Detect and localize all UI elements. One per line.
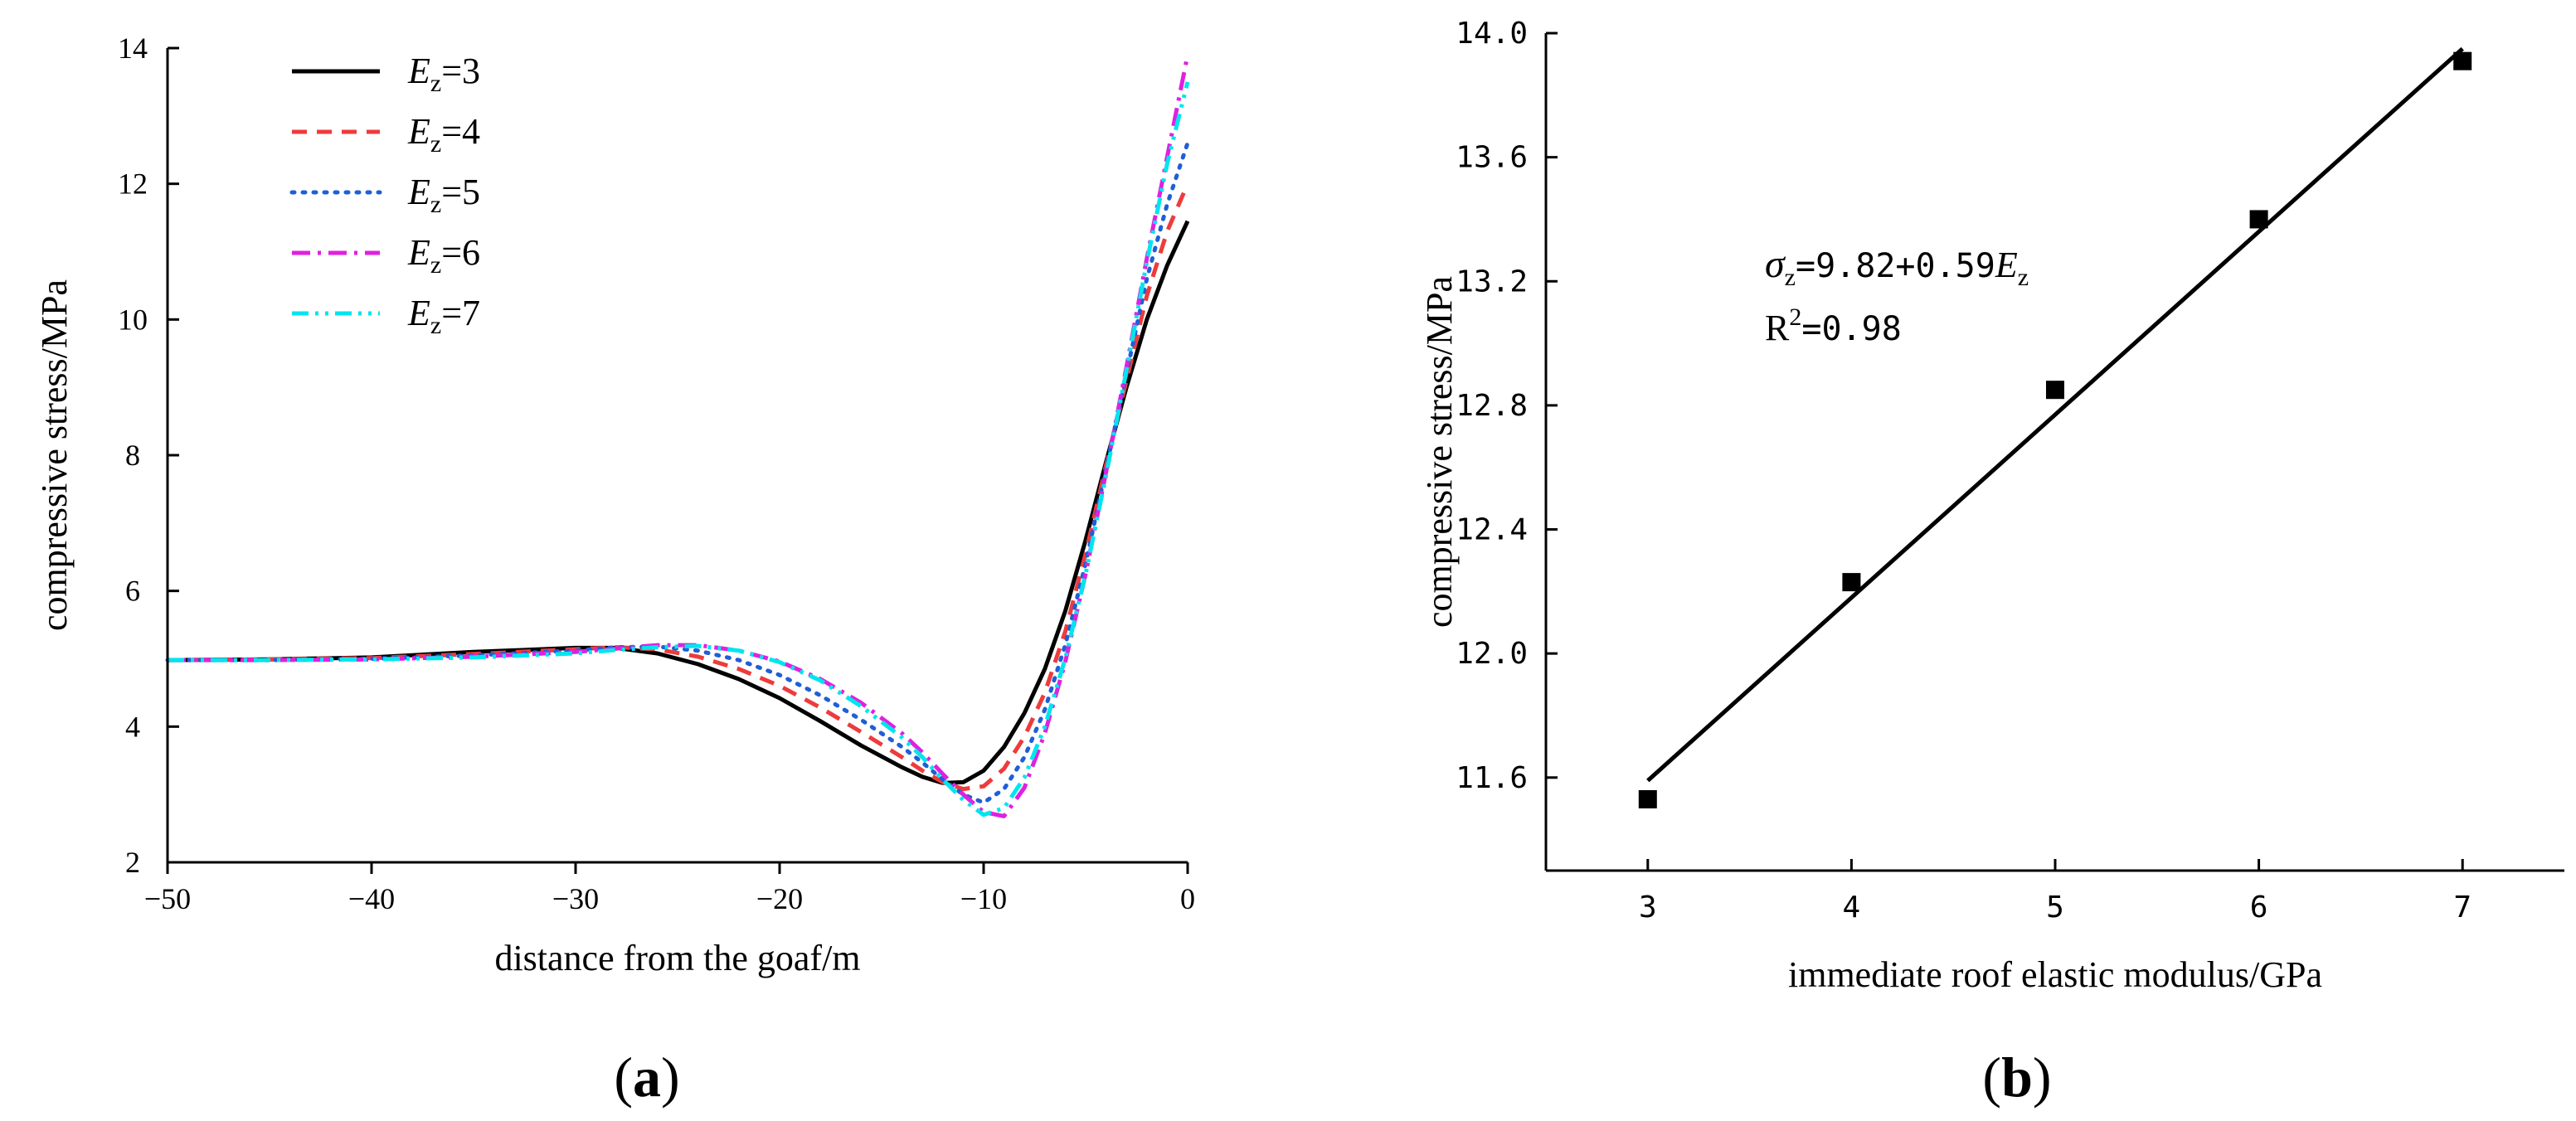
- chart-b-y-tick-label: 12.0: [1456, 637, 1528, 671]
- chart-a-y-tick-label: 10: [118, 303, 148, 336]
- chart-a-legend: Ez=3 Ez=4 Ez=5 Ez=6 Ez=7: [289, 51, 480, 339]
- chart-b-y-tick-label: 12.8: [1456, 389, 1528, 423]
- fit-line: [1646, 46, 2464, 783]
- fit-equation: σz=9.82+0.59Ez: [1765, 242, 2029, 291]
- panel-b-caption: (b): [1982, 1046, 2051, 1109]
- series-ez-7: [168, 81, 1190, 818]
- series-ez-4: [167, 182, 1190, 792]
- chart-a-y-tick-label: 14: [118, 32, 148, 65]
- chart-b-y-tick-label: 13.6: [1456, 141, 1528, 175]
- chart-b-data-layer: [1638, 46, 2472, 808]
- chart-b-y-tick-label: 13.2: [1456, 264, 1528, 298]
- chart-b-ticks: 3 4 5 6 7 11.6 12.0 12.4 12.8 13.2 13.6 14.0: [1456, 17, 2472, 924]
- legend-label-ez-7: Ez=7: [407, 293, 480, 339]
- chart-a-ticks: −50 −40 −30 −20 −10 0 2 4 6 8 10 12 14: [118, 32, 1195, 915]
- data-point: [2453, 51, 2472, 70]
- chart-a-y-tick-label: 4: [125, 710, 140, 743]
- chart-a-x-tick-label: −50: [144, 882, 191, 915]
- chart-a-x-tick-label: −40: [348, 882, 395, 915]
- chart-b: 3 4 5 6 7 11.6 12.0 12.4 12.8 13.2 13.6 14.0 immedi…: [1419, 17, 2564, 1109]
- series-ez-6: [168, 54, 1190, 818]
- chart-b-x-tick-label: 5: [2046, 890, 2064, 924]
- chart-a-x-tick-label: −30: [552, 882, 599, 915]
- chart-b-y-tick-label: 14.0: [1456, 17, 1528, 51]
- data-point: [1638, 789, 1657, 808]
- legend-label-ez-4: Ez=4: [407, 111, 480, 158]
- panel-a-caption: (a): [614, 1046, 679, 1109]
- data-point: [1842, 573, 1861, 592]
- series-ez-5: [165, 141, 1190, 805]
- data-point: [2249, 210, 2268, 229]
- chart-a-x-tick-label: −10: [960, 882, 1007, 915]
- chart-a-x-axis-label: distance from the goaf/m: [494, 938, 860, 978]
- chart-b-y-tick-label: 12.4: [1456, 513, 1528, 547]
- chart-b-x-tick-label: 6: [2250, 890, 2268, 924]
- legend-label-ez-3: Ez=3: [407, 51, 480, 97]
- chart-b-x-tick-label: 7: [2453, 890, 2472, 924]
- r-squared: R2=0.98: [1765, 303, 1902, 348]
- chart-a-x-tick-label: −20: [756, 882, 803, 915]
- chart-b-x-tick-label: 4: [1843, 890, 1861, 924]
- chart-a-y-tick-label: 6: [125, 575, 140, 608]
- legend-label-ez-5: Ez=5: [407, 172, 480, 218]
- chart-a-series-layer: [165, 54, 1190, 818]
- chart-a-y-tick-label: 8: [125, 439, 140, 472]
- chart-b-x-tick-label: 3: [1639, 890, 1657, 924]
- chart-b-y-tick-label: 11.6: [1456, 761, 1528, 795]
- chart-a-y-axis-label: compressive stress/MPa: [34, 279, 75, 631]
- chart-a-y-tick-label: 12: [118, 167, 148, 201]
- chart-b-y-axis-label: compressive stress/MPa: [1419, 276, 1460, 628]
- legend-label-ez-6: Ez=6: [407, 232, 480, 279]
- chart-a-y-tick-label: 2: [125, 846, 140, 879]
- chart-a-x-tick-label: 0: [1180, 882, 1195, 915]
- data-point: [2046, 381, 2064, 400]
- chart-b-x-axis-label: immediate roof elastic modulus/GPa: [1788, 954, 2322, 995]
- series-ez-3: [167, 220, 1190, 785]
